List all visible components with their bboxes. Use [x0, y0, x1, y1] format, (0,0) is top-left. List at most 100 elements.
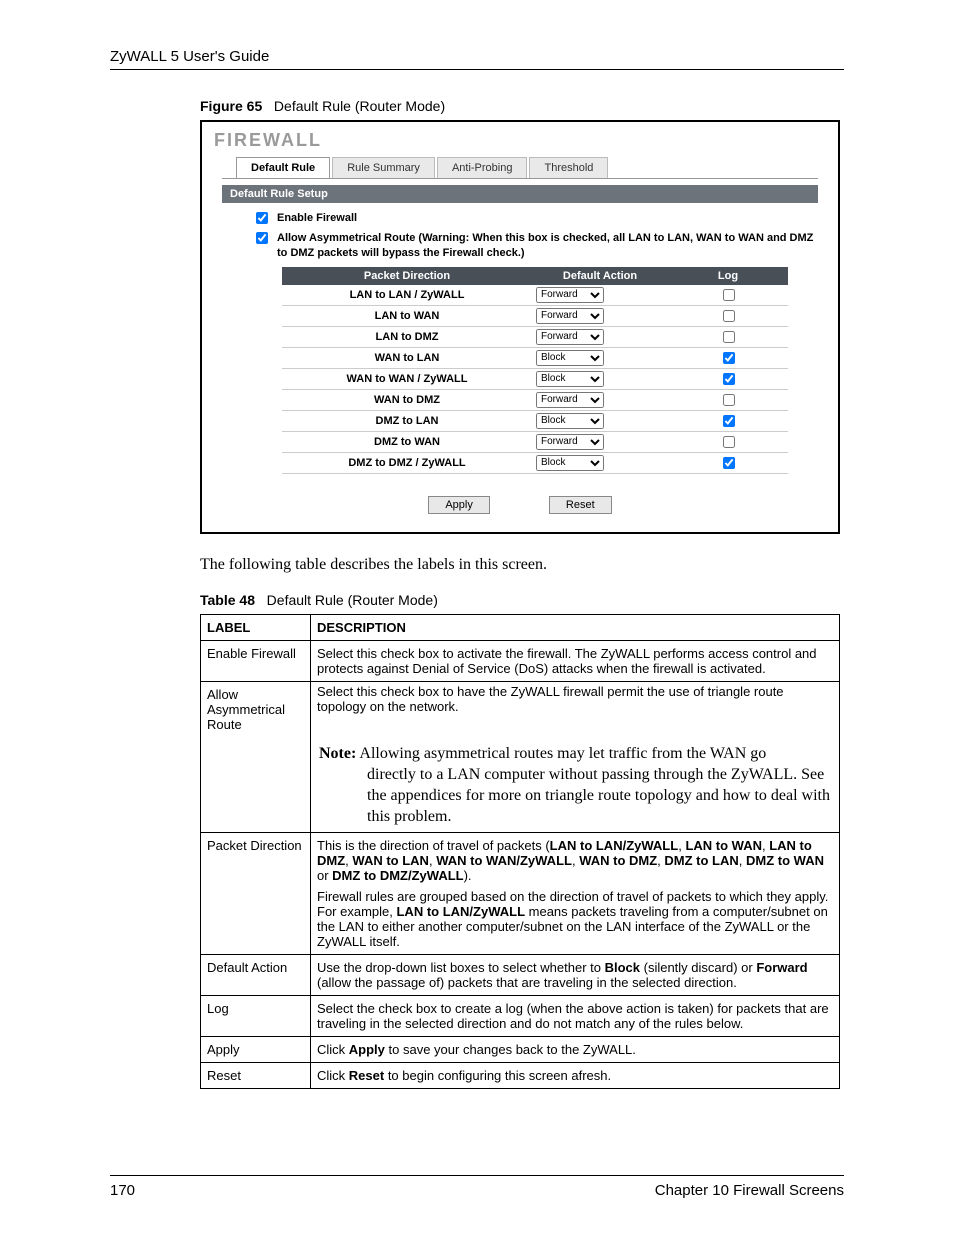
chapter-label: Chapter 10 Firewall Screens [655, 1182, 844, 1199]
log-checkbox[interactable] [723, 310, 735, 322]
log-cell [668, 453, 788, 473]
log-cell [668, 348, 788, 368]
default-action-cell: ForwardBlock [532, 307, 668, 325]
desc-text: Use the drop-down list boxes to select w… [311, 954, 840, 995]
firewall-screenshot: FIREWALL Default Rule Rule Summary Anti-… [200, 120, 840, 534]
reset-button[interactable]: Reset [549, 496, 612, 514]
desc-label: Log [201, 995, 311, 1036]
tab-threshold[interactable]: Threshold [529, 157, 608, 178]
col-packet-direction: Packet Direction [282, 267, 532, 285]
footer-rule [110, 1175, 844, 1176]
desc-row: LogSelect the check box to create a log … [201, 995, 840, 1036]
desc-text: Select the check box to create a log (wh… [311, 995, 840, 1036]
table-caption: Table 48 Default Rule (Router Mode) [200, 592, 844, 608]
packet-direction-cell: WAN to WAN / ZyWALL [282, 372, 532, 386]
log-checkbox[interactable] [723, 394, 735, 406]
desc-header-row: LABEL DESCRIPTION [201, 614, 840, 640]
log-cell [668, 327, 788, 347]
rules-row: DMZ to DMZ / ZyWALL ForwardBlock [282, 453, 788, 474]
default-action-select[interactable]: ForwardBlock [536, 371, 604, 387]
table-title: Default Rule (Router Mode) [267, 592, 438, 608]
log-checkbox[interactable] [723, 352, 735, 364]
log-cell [668, 285, 788, 305]
enable-firewall-row[interactable]: Enable Firewall [252, 211, 818, 227]
header-rule [110, 69, 844, 70]
desc-head-label: LABEL [201, 614, 311, 640]
narrative-text: The following table describes the labels… [200, 556, 844, 574]
rules-row: WAN to LAN ForwardBlock [282, 348, 788, 369]
packet-direction-cell: LAN to DMZ [282, 330, 532, 344]
rules-row: WAN to WAN / ZyWALL ForwardBlock [282, 369, 788, 390]
description-table: LABEL DESCRIPTION Enable FirewallSelect … [200, 614, 840, 1089]
enable-firewall-checkbox[interactable] [256, 212, 268, 224]
asym-route-checkbox[interactable] [256, 232, 268, 244]
desc-row: ApplyClick Apply to save your changes ba… [201, 1036, 840, 1062]
tab-panel: Default Rule Setup Enable Firewall Allow… [222, 178, 818, 514]
packet-direction-cell: DMZ to DMZ / ZyWALL [282, 456, 532, 470]
rules-row: DMZ to LAN ForwardBlock [282, 411, 788, 432]
default-action-select[interactable]: ForwardBlock [536, 455, 604, 471]
packet-direction-cell: DMZ to WAN [282, 435, 532, 449]
desc-label-cont [201, 737, 311, 833]
packet-direction-cell: WAN to LAN [282, 351, 532, 365]
default-action-cell: ForwardBlock [532, 454, 668, 472]
tabs: Default Rule Rule Summary Anti-Probing T… [236, 157, 828, 178]
enable-firewall-label: Enable Firewall [277, 211, 357, 226]
desc-label: Packet Direction [201, 832, 311, 954]
log-checkbox[interactable] [723, 436, 735, 448]
default-action-select[interactable]: ForwardBlock [536, 350, 604, 366]
default-action-select[interactable]: ForwardBlock [536, 413, 604, 429]
tab-rule-summary[interactable]: Rule Summary [332, 157, 435, 178]
log-checkbox[interactable] [723, 415, 735, 427]
rules-table: Packet Direction Default Action Log LAN … [282, 267, 788, 474]
firewall-heading: FIREWALL [214, 130, 828, 151]
figure-caption: Figure 65 Default Rule (Router Mode) [200, 98, 844, 114]
col-log: Log [668, 267, 788, 285]
desc-label: Reset [201, 1062, 311, 1088]
button-row: Apply Reset [222, 496, 818, 514]
desc-label: Allow Asymmetrical Route [201, 681, 311, 737]
section-header: Default Rule Setup [222, 185, 818, 203]
rules-row: LAN to WANForwardBlock [282, 306, 788, 327]
default-action-cell: ForwardBlock [532, 286, 668, 304]
default-action-select[interactable]: ForwardBlock [536, 392, 604, 408]
default-action-cell: ForwardBlock [532, 433, 668, 451]
log-checkbox[interactable] [723, 331, 735, 343]
running-header: ZyWALL 5 User's Guide [110, 48, 844, 65]
log-cell [668, 369, 788, 389]
desc-label: Enable Firewall [201, 640, 311, 681]
packet-direction-cell: LAN to LAN / ZyWALL [282, 288, 532, 302]
log-checkbox[interactable] [723, 457, 735, 469]
desc-text: Select this check box to have the ZyWALL… [311, 681, 840, 737]
log-checkbox[interactable] [723, 373, 735, 385]
default-action-cell: ForwardBlock [532, 391, 668, 409]
desc-row: Default ActionUse the drop-down list box… [201, 954, 840, 995]
log-checkbox[interactable] [723, 289, 735, 301]
apply-button[interactable]: Apply [428, 496, 490, 514]
rules-row: LAN to DMZ ForwardBlock [282, 327, 788, 348]
default-action-select[interactable]: ForwardBlock [536, 434, 604, 450]
desc-row-note: Note: Allowing asymmetrical routes may l… [201, 737, 840, 833]
tab-default-rule[interactable]: Default Rule [236, 157, 330, 178]
rules-row: WAN to DMZ ForwardBlock [282, 390, 788, 411]
default-action-cell: ForwardBlock [532, 349, 668, 367]
asym-route-label: Allow Asymmetrical Route (Warning: When … [277, 231, 818, 261]
log-cell [668, 411, 788, 431]
default-action-select[interactable]: ForwardBlock [536, 308, 604, 324]
rules-row: DMZ to WAN ForwardBlock [282, 432, 788, 453]
desc-row: Enable FirewallSelect this check box to … [201, 640, 840, 681]
desc-label: Apply [201, 1036, 311, 1062]
packet-direction-cell: DMZ to LAN [282, 414, 532, 428]
asym-route-row[interactable]: Allow Asymmetrical Route (Warning: When … [252, 231, 818, 261]
desc-text: Click Reset to begin configuring this sc… [311, 1062, 840, 1088]
rules-row: LAN to LAN / ZyWALL ForwardBlock [282, 285, 788, 306]
log-cell [668, 306, 788, 326]
log-cell [668, 390, 788, 410]
tab-anti-probing[interactable]: Anti-Probing [437, 157, 528, 178]
rules-header-row: Packet Direction Default Action Log [282, 267, 788, 285]
desc-text: This is the direction of travel of packe… [311, 832, 840, 954]
page-footer: 170 Chapter 10 Firewall Screens [110, 1175, 844, 1199]
default-action-select[interactable]: ForwardBlock [536, 329, 604, 345]
packet-direction-cell: WAN to DMZ [282, 393, 532, 407]
default-action-select[interactable]: ForwardBlock [536, 287, 604, 303]
